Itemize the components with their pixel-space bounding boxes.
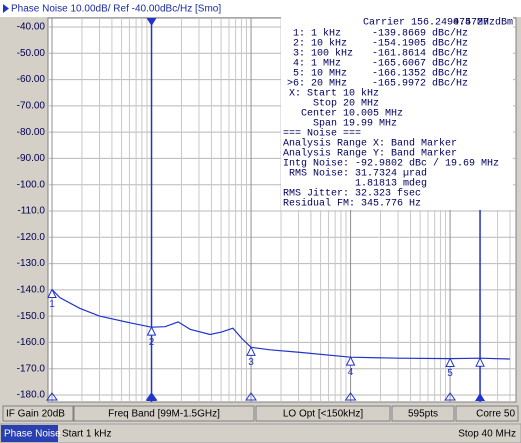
marker-readout-freq: 1 kHz xyxy=(311,28,341,40)
band-marker-bottom xyxy=(475,393,486,401)
marker-readout-id: 3: xyxy=(293,49,305,60)
carrier: Carrier 156.249074 MHz xyxy=(363,17,495,29)
status-item: LO Opt [<150kHz] xyxy=(283,409,364,420)
carrier-power: 4.5727 dBm xyxy=(453,17,513,29)
x-tick-mark xyxy=(344,392,357,401)
marker-readout-freq: 10 MHz xyxy=(311,69,347,80)
readout-line: Residual FM: 345.776 Hz xyxy=(283,198,421,210)
status-cell xyxy=(391,405,455,422)
x-tick-mark xyxy=(46,392,58,401)
marker xyxy=(445,357,455,368)
y-tick-label: -130.0 xyxy=(17,258,46,269)
marker xyxy=(246,346,256,356)
title-bar xyxy=(0,0,521,17)
readout-line: RMS Noise: 31.7324 µrad xyxy=(289,168,427,180)
marker-readout-id: >6: xyxy=(287,79,305,90)
status-cell xyxy=(255,405,391,422)
marker-readout-id: 1: xyxy=(293,29,305,40)
marker xyxy=(345,356,356,366)
marker-readout-freq: 20 MHz xyxy=(311,79,347,90)
start: Start 1 kHz xyxy=(62,429,111,440)
marker-readout-id: 2: xyxy=(293,39,305,50)
y-tick-label: -80.00 xyxy=(17,127,46,138)
band-marker-bottom xyxy=(146,393,157,401)
readout-line: Span 19.99 MHz xyxy=(313,119,397,130)
y-tick-label: -170.0 xyxy=(17,363,46,374)
marker-readout-value: -166.1352 dBc/Hz xyxy=(372,68,468,80)
marker-readout-freq: 10 kHz xyxy=(311,38,347,50)
y-tick-label: -100.0 xyxy=(17,179,46,190)
marker-readout-id: 5: xyxy=(293,69,305,80)
readout-line: RMS Jitter: 32.323 fsec xyxy=(283,188,421,200)
marker xyxy=(146,326,157,336)
readout-line: === Noise === xyxy=(283,128,361,140)
y-tick-label: -160.0 xyxy=(17,337,46,348)
mode: Phase Noise xyxy=(4,429,61,440)
x-tick-mark xyxy=(245,392,258,401)
readout-line: 1.81813 mdeg xyxy=(355,178,427,190)
marker-readout-freq: 1 MHz xyxy=(311,59,341,70)
marker xyxy=(475,357,485,367)
status-bars: IF Gain 20dB Freq Band [99M-1.5GHz] LO Opt… xyxy=(0,403,521,443)
status-item: Freq Band [99M-1.5GHz] xyxy=(108,409,220,420)
y-tick-label: -140.0 xyxy=(17,284,46,295)
marker xyxy=(47,288,57,299)
y-tick-label: -180.0 xyxy=(17,390,46,401)
readout-line: X: Start 10 kHz xyxy=(289,88,379,100)
band-marker-top xyxy=(146,18,157,26)
marker-id: 2 xyxy=(149,337,155,348)
status-item: 595pts xyxy=(408,409,438,420)
y-tick-label: -150.0 xyxy=(17,311,46,322)
y-tick-label: -70.00 xyxy=(17,100,46,111)
marker-readout-value: -139.8669 dBc/Hz xyxy=(372,28,468,40)
title: Phase Noise 10.00dB/ Ref -40.00dBc/Hz [S… xyxy=(11,4,221,15)
trace xyxy=(51,289,511,360)
marker-readout-id: 4: xyxy=(293,59,305,70)
status-cell xyxy=(73,405,255,422)
mode-box xyxy=(1,425,58,442)
readout-line: Intg Noise: -92.9802 dBc / 19.69 MHz xyxy=(283,158,499,170)
marker-id: 5 xyxy=(447,368,453,379)
y-tick-label: -90.00 xyxy=(17,153,46,164)
readout-line: Analysis Range X: Band Marker xyxy=(283,138,457,150)
y-tick-label: -60.00 xyxy=(17,74,46,85)
trace-icon xyxy=(3,4,9,13)
marker-readout-value: -165.6067 dBc/Hz xyxy=(372,58,468,70)
readout-panel xyxy=(281,17,513,210)
marker-readout-value: -161.8614 dBc/Hz xyxy=(372,48,468,60)
y-tick-label: -110.0 xyxy=(17,206,45,217)
marker-id: 3 xyxy=(248,357,254,368)
y-tick-label: -40.00 xyxy=(17,22,46,33)
marker-readout-value: -165.9972 dBc/Hz xyxy=(372,78,468,90)
marker-readout-value: -154.1905 dBc/Hz xyxy=(372,38,468,50)
status-item: IF Gain 20dB xyxy=(6,409,65,420)
y-tick-label: -50.00 xyxy=(17,48,46,59)
status-cell xyxy=(455,405,519,422)
marker-id: 1 xyxy=(49,299,55,310)
footer-row xyxy=(0,423,521,443)
status-item: Corre 50 xyxy=(476,409,515,420)
readout-line: Analysis Range Y: Band Marker xyxy=(283,148,457,160)
readout-line: Stop 20 MHz xyxy=(313,99,379,110)
status-cell xyxy=(2,405,74,422)
marker-id: 4 xyxy=(348,367,354,378)
stop: Stop 40 MHz xyxy=(458,429,516,440)
readout-line: Center 10.005 MHz xyxy=(301,109,403,120)
x-tick-mark xyxy=(444,392,457,401)
marker-readout-freq: 100 kHz xyxy=(311,48,353,60)
y-tick-label: -120.0 xyxy=(17,232,46,243)
